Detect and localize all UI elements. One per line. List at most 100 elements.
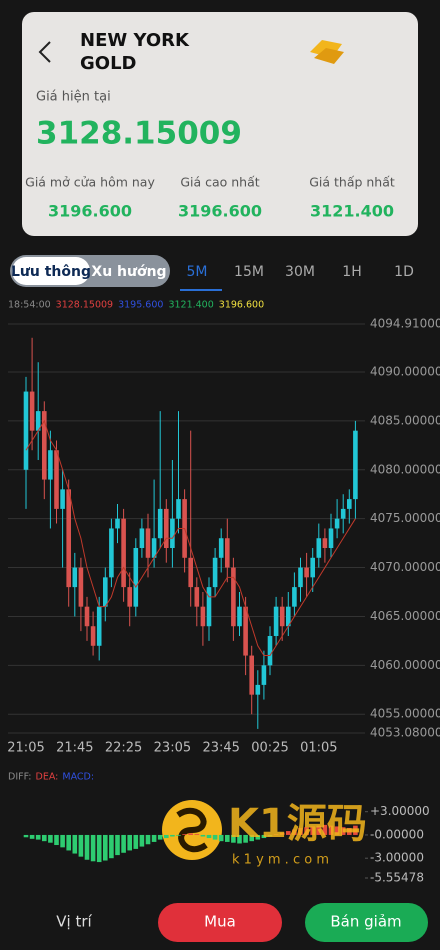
title-line: GOLD: [80, 53, 137, 74]
macd-tick-label: -5.55478: [370, 871, 424, 885]
x-tick-label: 21:05: [7, 741, 44, 756]
candle-body: [48, 450, 53, 480]
candle-body: [127, 587, 132, 607]
macd-tick-label: +3.00000: [370, 804, 430, 818]
y-tick-label: 4070.00000: [370, 560, 440, 574]
period-tab[interactable]: 5M: [187, 264, 208, 280]
x-tick-label: 22:25: [105, 741, 142, 756]
y-tick-label: 4094.91000: [370, 317, 440, 331]
current-price: 3128.15009: [36, 116, 242, 152]
candle-body: [310, 557, 315, 578]
macd-bar: [218, 834, 224, 842]
macd-legend: DEA:: [36, 772, 59, 783]
macd-bar: [286, 831, 291, 835]
macd-legend: DIFF:: [8, 772, 32, 783]
macd-bar: [249, 834, 254, 842]
macd-bar: [72, 834, 78, 854]
macd-bar: [42, 834, 47, 842]
macd-bar: [322, 824, 328, 835]
macd-bar: [164, 834, 169, 839]
gold-icon: [310, 40, 344, 64]
macd-bar: [328, 825, 334, 835]
candle-body: [237, 606, 242, 627]
macd-bar: [145, 834, 151, 845]
macd-bar: [194, 834, 200, 835]
macd-bar: [182, 834, 187, 835]
macd-bar: [115, 834, 120, 856]
macd-bar: [78, 834, 84, 857]
candle-body: [328, 528, 334, 549]
info-item: 18:54:00: [8, 300, 51, 311]
macd-bar: [225, 834, 230, 842]
macd-bar: [298, 827, 303, 835]
macd-bar: [243, 834, 248, 843]
y-tick-label: 4065.00000: [370, 609, 440, 623]
info-card: [22, 12, 418, 236]
info-item: 3121.400: [168, 300, 213, 311]
candle-body: [304, 567, 309, 578]
macd-bar: [206, 834, 212, 839]
watermark-site: k 1 y m . c o m: [232, 853, 329, 868]
macd-bar: [231, 834, 236, 843]
candle-body: [42, 411, 47, 480]
candle-body: [96, 606, 102, 646]
price-label: Giá hiện tại: [36, 90, 111, 105]
macd-bar: [316, 825, 322, 835]
candle-body: [157, 508, 163, 539]
watermark: [162, 800, 222, 860]
mode-tab[interactable]: Xu hướng: [91, 264, 166, 280]
sell-button[interactable]: [305, 903, 428, 942]
candle-body: [151, 538, 157, 558]
stat-value: 3196.600: [48, 202, 132, 221]
period-tab[interactable]: 1H: [342, 264, 361, 280]
macd-bar: [237, 834, 242, 844]
x-tick-label: 00:25: [251, 741, 288, 756]
info-item: 3195.600: [118, 300, 163, 311]
y-tick-label: 4075.00000: [370, 511, 440, 525]
macd-bar: [279, 832, 285, 835]
candle-body: [206, 587, 212, 627]
candle-body: [66, 489, 71, 588]
stat-label: Giá mở cửa hôm nay: [25, 175, 155, 190]
x-tick-label: 23:05: [154, 741, 191, 756]
macd-bar: [310, 826, 315, 835]
macd-bar: [200, 834, 206, 837]
period-tab[interactable]: 1D: [394, 264, 414, 280]
macd-bar: [347, 827, 352, 835]
candle-body: [225, 538, 230, 568]
x-tick-label: 21:45: [56, 741, 93, 756]
candle-body: [115, 518, 120, 529]
candle-body: [60, 489, 65, 509]
candle-body: [218, 538, 224, 558]
candle-body: [35, 411, 41, 431]
macd-bar: [60, 834, 65, 848]
candle-body: [322, 538, 328, 549]
buy-button[interactable]: [158, 903, 282, 942]
mode-tab[interactable]: Lưu thông: [11, 264, 91, 280]
macd-bar: [157, 834, 163, 840]
back-button[interactable]: [38, 41, 51, 63]
stat-label: Giá cao nhất: [180, 175, 259, 190]
position-link[interactable]: Vị trí: [56, 913, 92, 931]
macd-bar: [255, 834, 261, 840]
info-item: 3196.600: [219, 300, 264, 311]
candle-body: [194, 587, 200, 607]
candle-body: [334, 518, 340, 529]
candle-body: [84, 606, 90, 627]
macd-bar: [54, 834, 59, 846]
sell-label: Bán giảm: [330, 913, 401, 931]
macd-bar: [151, 834, 157, 842]
x-tick-label: 23:45: [202, 741, 239, 756]
macd-bar: [176, 834, 181, 836]
period-tab[interactable]: 15M: [234, 264, 264, 280]
macd-bar: [103, 834, 108, 861]
candle-body: [200, 606, 206, 627]
macd-bar: [304, 827, 309, 835]
macd-bar: [66, 834, 71, 851]
candle-body: [23, 391, 29, 470]
candle-body: [347, 499, 352, 509]
period-tab[interactable]: 30M: [285, 264, 315, 280]
macd-bar: [334, 826, 340, 835]
macd-bar: [48, 834, 53, 843]
